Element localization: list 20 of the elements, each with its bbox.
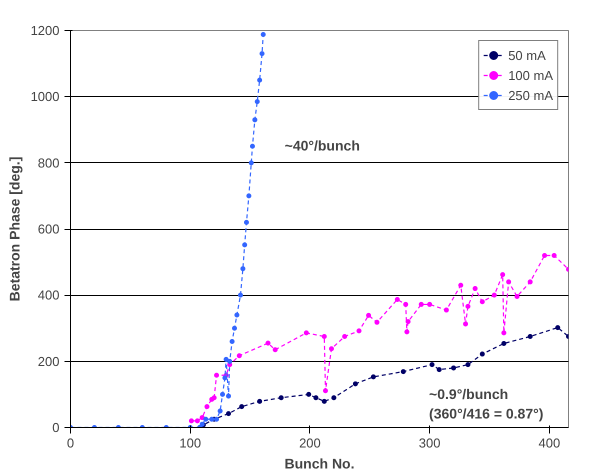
- legend-label: 250 mA: [508, 88, 553, 102]
- y-tick-label: 1200: [30, 23, 60, 38]
- x-tick-label: 100: [179, 436, 202, 450]
- annotation: (360°/416 = 0.87°): [429, 406, 544, 422]
- legend-label: 100 mA: [508, 68, 553, 82]
- legend-label: 50 mA: [508, 48, 546, 62]
- x-tick-label: 400: [538, 436, 560, 450]
- y-tick-label: 0: [52, 420, 60, 435]
- y-tick-label: 600: [38, 222, 60, 236]
- y-axis-title: Betatron Phase [deg.]: [6, 156, 23, 302]
- y-tick-label: 1000: [30, 89, 60, 104]
- y-tick-label: 400: [38, 288, 60, 303]
- annotation: ~40°/bunch: [284, 138, 360, 154]
- x-tick-label: 300: [418, 436, 440, 450]
- x-tick-label: 0: [66, 436, 74, 450]
- x-axis-title: Bunch No.: [284, 456, 355, 472]
- annotation: ~0.9°/bunch: [429, 386, 508, 402]
- x-tick-label: 200: [299, 436, 321, 450]
- y-tick-label: 200: [38, 354, 60, 369]
- y-tick-label: 800: [38, 155, 60, 170]
